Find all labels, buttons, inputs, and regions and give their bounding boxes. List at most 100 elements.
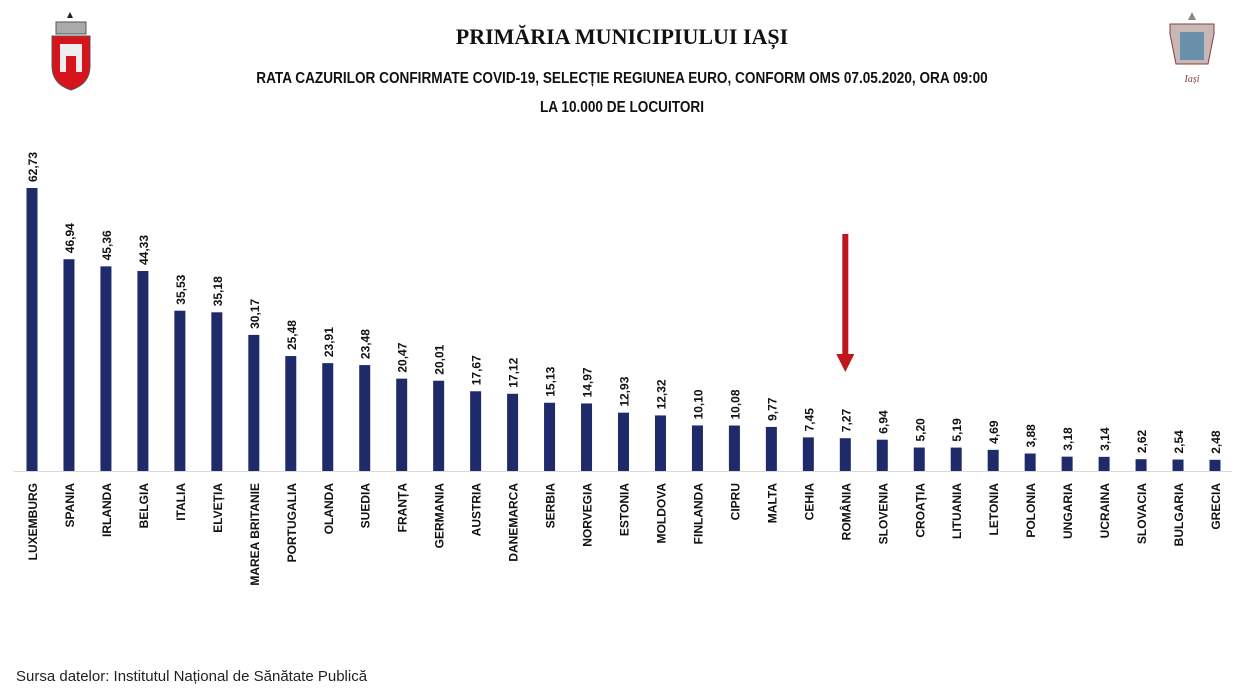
bar	[950, 447, 962, 471]
category-tick-label: ITALIA	[174, 483, 188, 521]
category-tick-label: ESTONIA	[618, 483, 632, 536]
data-label: 7,27	[839, 409, 853, 433]
bar	[802, 437, 814, 471]
data-label: 46,94	[63, 223, 77, 253]
bar	[987, 449, 999, 471]
bar	[507, 393, 519, 471]
data-label: 2,48	[1209, 430, 1223, 454]
category-tick-label: NORVEGIA	[581, 483, 595, 547]
category-tick-label: DANEMARCA	[507, 483, 521, 562]
bar	[396, 378, 408, 471]
category-tick-label: POLONIA	[1024, 483, 1038, 538]
bar	[618, 412, 629, 471]
data-label: 3,88	[1024, 424, 1038, 448]
bar	[544, 402, 556, 471]
bar	[691, 425, 703, 471]
category-tick-label: FINLANDA	[691, 483, 705, 545]
chart-subtitle: LA 10.000 DE LOCUITORI	[540, 99, 704, 116]
bar	[876, 439, 888, 471]
bar	[1024, 453, 1036, 471]
data-label: 45,36	[100, 230, 114, 260]
bar	[211, 312, 223, 471]
bar	[1135, 459, 1147, 471]
category-tick-label: SLOVACIA	[1135, 483, 1149, 544]
data-label: 23,48	[359, 329, 373, 359]
bar	[839, 438, 851, 471]
data-label: 25,48	[285, 320, 299, 350]
category-tick-label: ROMÂNIA	[838, 483, 853, 541]
data-label: 30,17	[248, 299, 262, 329]
category-tick-label: SUEDIA	[359, 483, 373, 529]
bar	[174, 310, 186, 471]
category-tick-label: MOLDOVA	[654, 483, 668, 544]
data-label: 5,20	[913, 418, 927, 442]
bar	[63, 259, 75, 471]
category-tick-label: GRECIA	[1209, 483, 1223, 530]
category-tick-label: GERMANIA	[433, 483, 447, 549]
data-label: 6,94	[876, 410, 890, 434]
bar	[470, 391, 482, 471]
category-tick-label: IRLANDA	[100, 483, 114, 537]
data-label: 14,97	[581, 367, 595, 397]
bar	[433, 380, 445, 471]
data-label: 10,08	[728, 389, 742, 419]
category-tick-label: OLANDA	[322, 483, 336, 535]
data-label: 5,19	[950, 418, 964, 442]
data-label: 23,91	[322, 327, 336, 357]
category-tick-label: SLOVENIA	[876, 483, 890, 545]
data-label: 9,77	[765, 397, 779, 421]
category-tick-label: LUXEMBURG	[26, 483, 40, 560]
category-tick-label: SPANIA	[63, 483, 77, 528]
category-tick-label: MALTA	[765, 483, 779, 524]
bar	[728, 425, 740, 471]
category-tick-label: UNGARIA	[1061, 483, 1075, 539]
category-tick-label: SERBIA	[544, 483, 558, 529]
data-label: 2,54	[1172, 430, 1186, 454]
category-tick-label: UCRAINA	[1098, 483, 1112, 539]
bar	[1172, 459, 1184, 471]
data-source-note: Sursa datelor: Institutul Național de Să…	[16, 668, 368, 685]
bar	[1098, 456, 1110, 471]
data-label: 20,47	[396, 342, 410, 372]
page-title: PRIMĂRIA MUNICIPIULUI IAȘI	[455, 24, 789, 49]
data-label: 12,93	[618, 376, 632, 406]
bar	[359, 365, 371, 471]
category-tick-label: AUSTRIA	[470, 483, 484, 537]
bar	[1061, 456, 1073, 471]
data-label: 17,12	[507, 357, 521, 387]
data-label: 3,18	[1061, 427, 1075, 451]
category-tick-label: CEHIA	[802, 483, 816, 521]
category-tick-label: ELVEȚIA	[211, 483, 225, 533]
logo-text: Iași	[1184, 74, 1200, 85]
bar	[765, 426, 777, 471]
category-tick-label: CROAȚIA	[913, 483, 927, 538]
bar	[248, 334, 260, 471]
data-label: 4,69	[987, 420, 1001, 444]
category-tick-label: MAREA BRITANIE	[248, 483, 262, 586]
category-tick-label: BELGIA	[137, 483, 151, 529]
data-label: 2,62	[1135, 429, 1149, 453]
bar	[137, 271, 149, 471]
category-tick-label: LETONIA	[987, 483, 1001, 536]
data-label: 3,14	[1098, 427, 1112, 451]
bar	[26, 188, 38, 471]
bar	[913, 447, 925, 471]
bar	[654, 415, 666, 471]
highlight-arrow-icon	[836, 234, 855, 372]
data-label: 44,33	[137, 235, 151, 265]
iasi-city-coat-of-arms-logo	[51, 12, 91, 91]
category-tick-label: LITUANIA	[950, 483, 964, 539]
data-label: 12,32	[654, 379, 668, 409]
data-label: 20,01	[433, 344, 447, 374]
data-label: 7,45	[802, 408, 816, 432]
data-label: 15,13	[544, 366, 558, 396]
category-tick-label: CIPRU	[728, 483, 742, 520]
data-label: 35,18	[211, 276, 225, 306]
bar	[581, 403, 593, 471]
data-label: 17,67	[470, 355, 484, 385]
iasi-brand-logo: Iași	[1169, 12, 1215, 85]
category-tick-label: PORTUGALIA	[285, 483, 299, 563]
data-label: 62,73	[26, 152, 40, 182]
data-label: 35,53	[174, 274, 188, 304]
chart-title: RATA CAZURILOR CONFIRMATE COVID-19, SELE…	[256, 70, 988, 87]
